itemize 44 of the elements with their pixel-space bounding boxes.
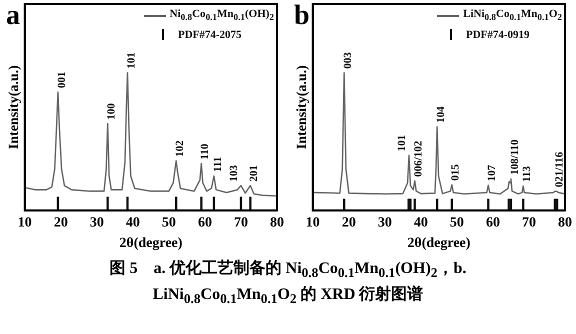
chart-title: a: [6, 0, 20, 31]
x-tick-label: 10: [18, 215, 32, 230]
x-tick-label: 40: [414, 215, 428, 230]
x-tick-label: 10: [306, 215, 320, 230]
annotation: 113: [521, 166, 534, 182]
annotation: 102: [174, 140, 186, 157]
annotation: 101: [125, 52, 138, 69]
x-tick-label: 60: [198, 215, 212, 230]
x-axis-title: 2θ(degree): [407, 236, 471, 252]
annotation: 103: [228, 164, 240, 182]
annotation: 108/110: [508, 138, 521, 175]
x-tick-label: 50: [162, 215, 176, 230]
annotation: 110: [199, 143, 212, 160]
x-tick-label: 20: [342, 215, 356, 230]
x-tick-label: 50: [450, 215, 464, 230]
annotation: 201: [248, 165, 260, 182]
legend-label: PDF#74-0919: [466, 28, 531, 40]
y-axis-title: Intensity(a.u.): [295, 64, 310, 150]
annotation: 006/102: [412, 140, 425, 177]
annotation: 107: [486, 164, 498, 182]
x-tick-label: 30: [90, 215, 104, 230]
annotation: 001: [56, 72, 68, 88]
annotation: 111: [212, 156, 224, 172]
x-tick-label: 20: [54, 215, 68, 230]
legend-label: LiNi$_{0.8}$Co$_{0.1}$Mn$_{0.1}$O$_{2}$: [463, 8, 562, 23]
x-tick-label: 30: [378, 215, 392, 230]
x-tick-label: 70: [522, 215, 536, 230]
x-tick-label: 40: [126, 215, 140, 230]
x-axis-title: 2θ(degree): [119, 236, 183, 252]
legend-label: Ni$_{0.8}$Co$_{0.1}$Mn$_{0.1}$(OH)$_{2}$: [170, 8, 274, 23]
x-tick-label: 80: [558, 215, 572, 230]
chart-title: b: [294, 0, 310, 31]
annotation: 104: [434, 106, 447, 123]
x-tick-label: 60: [486, 215, 500, 230]
chart-title: 图 5 a. 优化工艺制备的 Ni$_{0.8}$Co$_{0.1}$Mn$_{0.1}$(OH)$_{2}$，b. LiNi$_{0.8}$Co$_{0.1}$Mn$_{0.1}$O$_{2}$ 的 XRD 衍射图谱: [110, 260, 466, 306]
x-tick-label: 80: [270, 215, 284, 230]
y-axis-title: Intensity(a.u.): [7, 64, 22, 150]
legend-label: PDF#74-2075: [178, 28, 243, 40]
x-tick-label: 70: [234, 215, 248, 230]
annotation: 101: [396, 134, 408, 152]
annotation: 021/116: [553, 151, 566, 188]
annotation: 100: [106, 102, 118, 120]
annotation: 015: [450, 164, 462, 181]
annotation: 003: [342, 52, 354, 69]
